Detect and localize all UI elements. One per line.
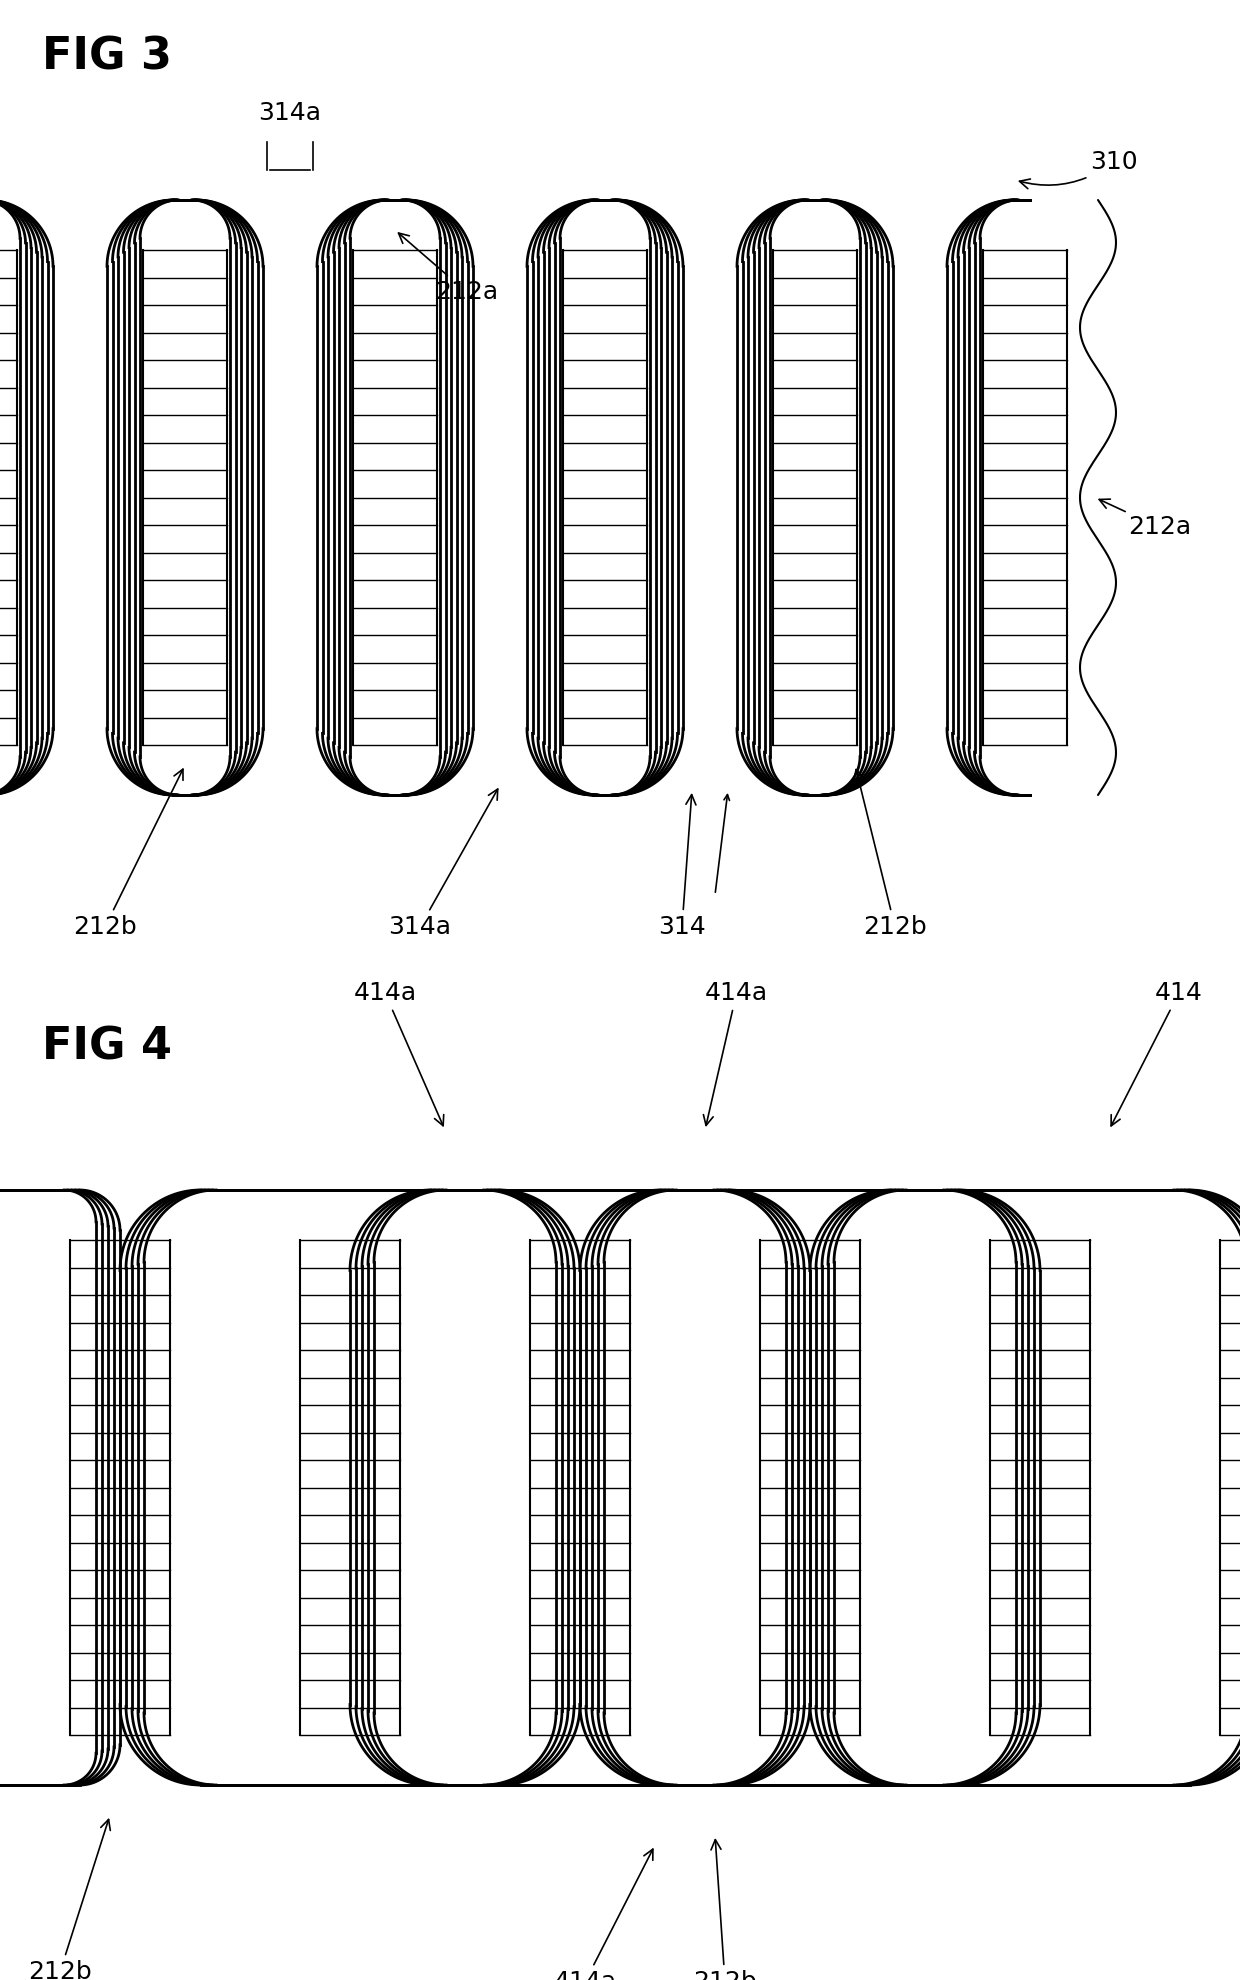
Text: 314: 314 bbox=[658, 794, 706, 939]
Text: 414: 414 bbox=[1111, 980, 1203, 1127]
Text: 212a: 212a bbox=[398, 234, 498, 305]
Text: 414a: 414a bbox=[703, 980, 768, 1125]
Text: 212a: 212a bbox=[1099, 499, 1192, 539]
Text: 314a: 314a bbox=[388, 790, 497, 939]
Text: 212b: 212b bbox=[29, 1820, 110, 1980]
Text: 212b: 212b bbox=[853, 770, 926, 939]
Text: 414a: 414a bbox=[553, 1849, 653, 1980]
Text: 414a: 414a bbox=[353, 980, 444, 1127]
Text: 310: 310 bbox=[1019, 150, 1137, 188]
Text: FIG 4: FIG 4 bbox=[42, 1026, 172, 1067]
Text: 212b: 212b bbox=[73, 768, 184, 939]
Text: FIG 3: FIG 3 bbox=[42, 36, 172, 77]
Text: 212b: 212b bbox=[693, 1839, 756, 1980]
Text: 314a: 314a bbox=[258, 101, 321, 125]
